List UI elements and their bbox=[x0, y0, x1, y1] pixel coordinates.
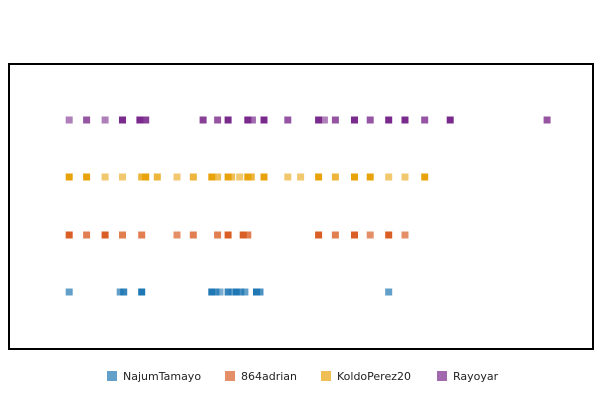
point-864adrian[interactable] bbox=[119, 231, 126, 239]
point-najumtamayo[interactable] bbox=[208, 288, 216, 296]
legend-swatch bbox=[107, 371, 117, 381]
point-najumtamayo[interactable] bbox=[256, 288, 264, 296]
point-najumtamayo[interactable] bbox=[65, 288, 73, 296]
point-rayoyar[interactable] bbox=[136, 116, 144, 124]
point-koldoperez20[interactable] bbox=[214, 173, 222, 181]
point-koldoperez20[interactable] bbox=[236, 173, 244, 181]
legend-label: KoldoPerez20 bbox=[337, 370, 411, 383]
point-koldoperez20[interactable] bbox=[315, 173, 323, 181]
point-rayoyar[interactable] bbox=[119, 116, 126, 124]
point-najumtamayo[interactable] bbox=[385, 288, 393, 296]
point-koldoperez20[interactable] bbox=[331, 173, 339, 181]
point-rayoyar[interactable] bbox=[260, 116, 268, 124]
point-rayoyar[interactable] bbox=[224, 116, 232, 124]
point-864adrian[interactable] bbox=[173, 231, 181, 239]
point-najumtamayo[interactable] bbox=[212, 288, 220, 296]
point-najumtamayo[interactable] bbox=[224, 288, 232, 296]
point-864adrian[interactable] bbox=[65, 231, 73, 239]
point-rayoyar[interactable] bbox=[142, 116, 150, 124]
point-koldoperez20[interactable] bbox=[260, 173, 268, 181]
legend-swatch bbox=[437, 371, 447, 381]
point-864adrian[interactable] bbox=[189, 231, 197, 239]
point-864adrian[interactable] bbox=[239, 231, 247, 239]
series-koldoperez20 bbox=[65, 173, 429, 181]
point-864adrian[interactable] bbox=[101, 231, 109, 239]
point-864adrian[interactable] bbox=[214, 231, 222, 239]
point-rayoyar[interactable] bbox=[244, 116, 252, 124]
point-koldoperez20[interactable] bbox=[142, 173, 150, 181]
legend-item-864adrian[interactable]: 864adrian bbox=[225, 370, 297, 383]
point-najumtamayo[interactable] bbox=[228, 288, 236, 296]
point-koldoperez20[interactable] bbox=[351, 173, 358, 181]
series-najumtamayo bbox=[65, 288, 393, 296]
legend-label: Rayoyar bbox=[453, 370, 499, 383]
point-rayoyar[interactable] bbox=[315, 116, 323, 124]
point-rayoyar[interactable] bbox=[284, 116, 292, 124]
legend-item-rayoyar[interactable]: Rayoyar bbox=[437, 370, 499, 383]
point-864adrian[interactable] bbox=[244, 231, 252, 239]
point-koldoperez20[interactable] bbox=[297, 173, 305, 181]
point-rayoyar[interactable] bbox=[199, 116, 207, 124]
plot-area bbox=[65, 116, 551, 296]
point-rayoyar[interactable] bbox=[101, 116, 109, 124]
point-864adrian[interactable] bbox=[315, 231, 323, 239]
point-koldoperez20[interactable] bbox=[228, 173, 236, 181]
series-rayoyar bbox=[65, 116, 551, 124]
point-koldoperez20[interactable] bbox=[138, 173, 146, 181]
point-koldoperez20[interactable] bbox=[101, 173, 109, 181]
legend-swatch bbox=[225, 371, 235, 381]
point-najumtamayo[interactable] bbox=[232, 288, 240, 296]
point-koldoperez20[interactable] bbox=[119, 173, 126, 181]
point-rayoyar[interactable] bbox=[65, 116, 73, 124]
point-rayoyar[interactable] bbox=[446, 116, 454, 124]
point-koldoperez20[interactable] bbox=[366, 173, 374, 181]
legend-label: 864adrian bbox=[241, 370, 297, 383]
point-864adrian[interactable] bbox=[366, 231, 374, 239]
point-najumtamayo[interactable] bbox=[237, 288, 245, 296]
point-rayoyar[interactable] bbox=[366, 116, 374, 124]
point-rayoyar[interactable] bbox=[248, 116, 256, 124]
point-najumtamayo[interactable] bbox=[120, 288, 128, 296]
point-najumtamayo[interactable] bbox=[138, 288, 146, 296]
point-koldoperez20[interactable] bbox=[247, 173, 255, 181]
point-864adrian[interactable] bbox=[83, 231, 91, 239]
point-koldoperez20[interactable] bbox=[401, 173, 409, 181]
legend-item-najumtamayo[interactable]: NajumTamayo bbox=[107, 370, 201, 383]
legend: NajumTamayo 864adrian KoldoPerez20 Rayoyar bbox=[107, 370, 499, 383]
point-koldoperez20[interactable] bbox=[284, 173, 292, 181]
point-rayoyar[interactable] bbox=[385, 116, 393, 124]
point-rayoyar[interactable] bbox=[421, 116, 429, 124]
point-najumtamayo[interactable] bbox=[216, 288, 224, 296]
point-864adrian[interactable] bbox=[385, 231, 393, 239]
point-864adrian[interactable] bbox=[401, 231, 409, 239]
point-koldoperez20[interactable] bbox=[189, 173, 197, 181]
point-koldoperez20[interactable] bbox=[83, 173, 91, 181]
point-rayoyar[interactable] bbox=[214, 116, 222, 124]
point-koldoperez20[interactable] bbox=[385, 173, 393, 181]
point-koldoperez20[interactable] bbox=[173, 173, 181, 181]
point-koldoperez20[interactable] bbox=[208, 173, 216, 181]
point-koldoperez20[interactable] bbox=[421, 173, 429, 181]
legend-label: NajumTamayo bbox=[123, 370, 201, 383]
point-rayoyar[interactable] bbox=[351, 116, 358, 124]
series-864adrian bbox=[65, 231, 409, 239]
point-rayoyar[interactable] bbox=[543, 116, 551, 124]
legend-swatch bbox=[321, 371, 331, 381]
point-864adrian[interactable] bbox=[351, 231, 358, 239]
point-864adrian[interactable] bbox=[224, 231, 232, 239]
point-864adrian[interactable] bbox=[138, 231, 146, 239]
point-rayoyar[interactable] bbox=[401, 116, 409, 124]
point-koldoperez20[interactable] bbox=[153, 173, 161, 181]
point-rayoyar[interactable] bbox=[320, 116, 328, 124]
point-najumtamayo[interactable] bbox=[241, 288, 249, 296]
point-rayoyar[interactable] bbox=[83, 116, 91, 124]
point-koldoperez20[interactable] bbox=[65, 173, 73, 181]
point-864adrian[interactable] bbox=[331, 231, 339, 239]
plot-frame bbox=[8, 63, 594, 350]
point-rayoyar[interactable] bbox=[331, 116, 339, 124]
legend-item-koldoperez20[interactable]: KoldoPerez20 bbox=[321, 370, 411, 383]
